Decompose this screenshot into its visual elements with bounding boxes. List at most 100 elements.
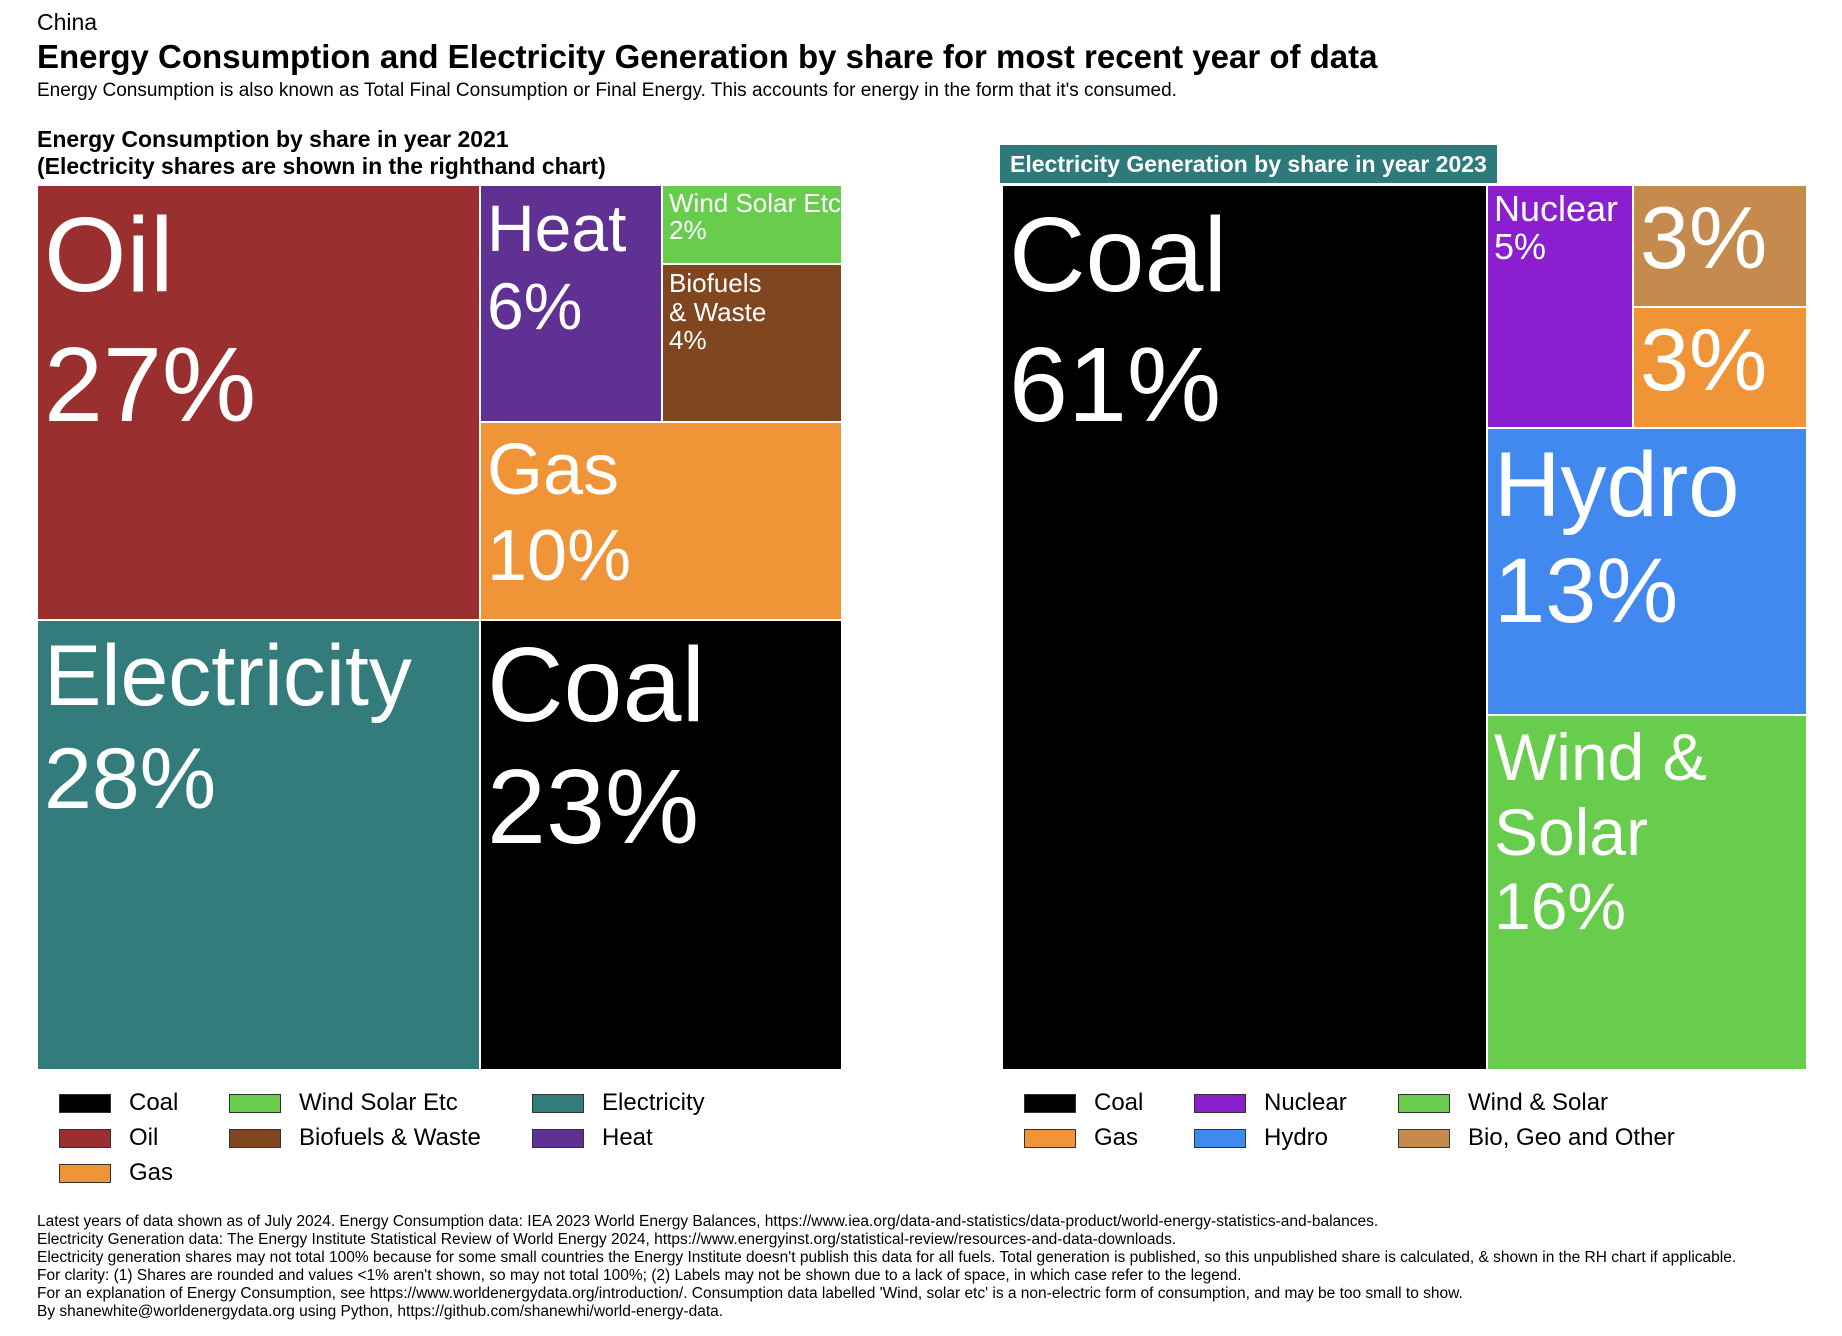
consumption-title-line1: Energy Consumption by share in year 2021 (37, 126, 509, 152)
legend-swatch (59, 1128, 111, 1148)
legend-item-wind-solar: Wind & Solar (1398, 1088, 1608, 1118)
legend-swatch (229, 1093, 281, 1113)
legend-item-hydro: Hydro (1194, 1123, 1328, 1153)
treemap-label-wind-solar: Wind & Solar 16% (1494, 720, 1707, 944)
treemap-label-heat: Heat 6% (487, 190, 626, 346)
legend-swatch (1398, 1093, 1450, 1113)
legend-item-coal: Coal (59, 1088, 178, 1118)
consumption-chart-title: Energy Consumption by share in year 2021… (37, 126, 606, 180)
legend-item-nuclear: Nuclear (1194, 1088, 1347, 1118)
consumption-title-line2: (Electricity shares are shown in the rig… (37, 153, 606, 179)
legend-item-gas: Gas (1024, 1123, 1138, 1153)
treemap-cell-wind-solar-etc: Wind Solar Etc 2% (662, 185, 842, 264)
legend-swatch (1194, 1093, 1246, 1113)
footnote-line: Electricity Generation data: The Energy … (37, 1231, 1177, 1248)
treemap-name: Wind Solar Etc (669, 188, 841, 218)
legend-label: Wind Solar Etc (299, 1089, 458, 1116)
treemap-name: Biofuels & Waste (669, 268, 767, 327)
consumption-treemap: Oil 27% Electricity 28% Heat 6% Wind Solar Etc… (37, 185, 842, 1070)
treemap-name: Nuclear (1494, 188, 1619, 229)
legend-label: Electricity (602, 1089, 705, 1116)
page-title: Energy Consumption and Electricity Gener… (37, 38, 1378, 75)
treemap-name: Electricity (44, 628, 412, 724)
treemap-percent: 2% (669, 215, 707, 246)
treemap-cell-electricity: Electricity 28% (37, 620, 480, 1070)
treemap-label-wind-solar-etc: Wind Solar Etc 2% (669, 188, 841, 246)
treemap-label-coal: Coal 23% (487, 625, 705, 869)
treemap-label-gas: Gas 10% (487, 427, 631, 600)
treemap-cell-gas: 3% (1633, 307, 1807, 428)
treemap-name: Gas (487, 430, 620, 510)
legend-swatch (59, 1163, 111, 1183)
footnotes: Latest years of data shown as of July 20… (37, 1213, 1736, 1321)
page-subtitle: Energy Consumption is also known as Tota… (37, 80, 1177, 101)
treemap-percent: 27% (44, 326, 257, 445)
footnote-line: For clarity: (1) Shares are rounded and … (37, 1267, 1242, 1284)
legend-label: Gas (129, 1159, 174, 1186)
treemap-label-electricity: Electricity 28% (44, 625, 412, 831)
legend-item-coal: Coal (1024, 1088, 1143, 1118)
treemap-label-gas: 3% (1640, 310, 1768, 409)
treemap-label-oil: Oil 27% (44, 190, 256, 451)
treemap-cell-heat: Heat 6% (480, 185, 662, 422)
treemap-cell-hydro: Hydro 13% (1487, 428, 1807, 715)
treemap-name: Hydro (1494, 434, 1740, 536)
legend-label: Coal (1094, 1089, 1144, 1116)
treemap-label-bio-geo-and-other: 3% (1640, 188, 1768, 287)
legend-label: Wind & Solar (1468, 1089, 1609, 1116)
treemap-percent: 28% (44, 731, 217, 828)
legend-swatch (1194, 1128, 1246, 1148)
legend-swatch (532, 1093, 584, 1113)
treemap-cell-oil: Oil 27% (37, 185, 480, 620)
treemap-cell-nuclear: Nuclear 5% (1487, 185, 1633, 428)
legend-swatch (1398, 1128, 1450, 1148)
treemap-cell-bio-geo-and-other: 3% (1633, 185, 1807, 307)
legend-item-wind-solar-etc: Wind Solar Etc (229, 1088, 458, 1118)
treemap-percent: 16% (1494, 869, 1627, 944)
treemap-label-coal: Coal 61% (1009, 190, 1227, 451)
treemap-label-hydro: Hydro 13% (1494, 433, 1739, 645)
legend-label: Gas (1094, 1124, 1139, 1151)
treemap-label-biofuels-waste: Biofuels & Waste 4% (669, 269, 766, 355)
treemap-cell-coal: Coal 23% (480, 620, 842, 1070)
footnote-line: Latest years of data shown as of July 20… (37, 1213, 1379, 1230)
treemap-percent: 3% (1640, 310, 1768, 409)
treemap-name: Oil (44, 196, 174, 314)
treemap-percent: 5% (1494, 225, 1547, 267)
treemap-name: Coal (487, 626, 706, 744)
legend-label: Coal (129, 1089, 179, 1116)
legend-label: Bio, Geo and Other (1468, 1124, 1675, 1151)
treemap-label-nuclear: Nuclear 5% (1494, 190, 1618, 266)
treemap-cell-biofuels-waste: Biofuels & Waste 4% (662, 264, 842, 422)
treemap-percent: 3% (1640, 188, 1768, 287)
footnote-line: For an explanation of Energy Consumption… (37, 1285, 1463, 1302)
legend-item-heat: Heat (532, 1123, 653, 1153)
legend-swatch (229, 1128, 281, 1148)
country-label: China (37, 9, 98, 35)
treemap-percent: 23% (487, 747, 700, 866)
legend-item-electricity: Electricity (532, 1088, 705, 1118)
legend-swatch (1024, 1093, 1076, 1113)
legend-label: Nuclear (1264, 1089, 1347, 1116)
legend-label: Heat (602, 1124, 653, 1151)
generation-chart-title: Electricity Generation by share in year … (1000, 145, 1497, 183)
treemap-percent: 4% (669, 325, 707, 356)
legend-item-gas: Gas (59, 1158, 173, 1188)
footnote-line: Electricity generation shares may not to… (37, 1249, 1737, 1266)
legend-label: Hydro (1264, 1124, 1329, 1151)
legend-item-biofuels-waste: Biofuels & Waste (229, 1123, 481, 1153)
treemap-cell-gas: Gas 10% (480, 422, 842, 620)
treemap-percent: 10% (487, 516, 632, 597)
legend-swatch (59, 1093, 111, 1113)
treemap-percent: 6% (487, 268, 583, 343)
footnote-line: By shanewhite@worldenergydata.org using … (37, 1303, 724, 1320)
legend-label: Biofuels & Waste (299, 1124, 481, 1151)
treemap-name: Coal (1009, 196, 1228, 314)
legend-item-oil: Oil (59, 1123, 158, 1153)
legend-item-bio-geo-and-other: Bio, Geo and Other (1398, 1123, 1675, 1153)
treemap-name: Wind & Solar (1494, 720, 1707, 869)
treemap-percent: 61% (1009, 326, 1222, 445)
treemap-percent: 13% (1494, 539, 1679, 642)
treemap-cell-coal: Coal 61% (1002, 185, 1487, 1070)
treemap-cell-wind-solar: Wind & Solar 16% (1487, 715, 1807, 1070)
